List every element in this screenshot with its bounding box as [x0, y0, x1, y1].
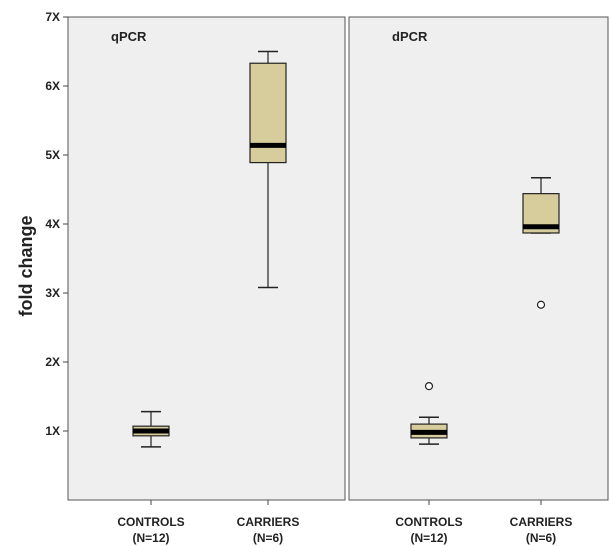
dpcr-controls-label: CONTROLS: [395, 515, 462, 529]
y-axis: 1X 2X 3X 4X 5X 6X 7X: [45, 10, 68, 438]
dpcr-carriers-label: CARRIERS: [510, 515, 573, 529]
panels-layer: qPCR dPCR: [67, 16, 609, 501]
qpcr-controls-label: CONTROLS: [117, 515, 184, 529]
y-tick-label-6: 6X: [45, 79, 60, 93]
y-tick-label-2: 2X: [45, 355, 60, 369]
qpcr-controls-sample-size: (N=12): [132, 531, 169, 545]
marks-layer: [132, 50, 560, 448]
panel-title-qpcr: qPCR: [111, 29, 147, 44]
y-tick-label-1: 1X: [45, 424, 60, 438]
category-labels-layer: CONTROLS (N=12) CARRIERS (N=6) CONTROLS (N=12…: [117, 500, 572, 545]
dpcr-carriers-sample-size: (N=6): [526, 531, 556, 545]
panel-qpcr-background: [67, 16, 346, 501]
panel-dpcr-background: [348, 16, 609, 501]
panel-title-dpcr: dPCR: [392, 29, 428, 44]
y-tick-label-7: 7X: [45, 10, 60, 24]
qpcr-carriers-sample-size: (N=6): [253, 531, 283, 545]
y-tick-label-4: 4X: [45, 217, 60, 231]
y-axis-title: fold change: [16, 215, 36, 316]
dpcr-carriers-outlier-0: [536, 300, 546, 309]
dpcr-controls-sample-size: (N=12): [410, 531, 447, 545]
dpcr-controls-outlier-0: [424, 382, 434, 391]
y-tick-label-5: 5X: [45, 148, 60, 162]
qpcr-carriers-label: CARRIERS: [237, 515, 300, 529]
y-tick-label-3: 3X: [45, 286, 60, 300]
